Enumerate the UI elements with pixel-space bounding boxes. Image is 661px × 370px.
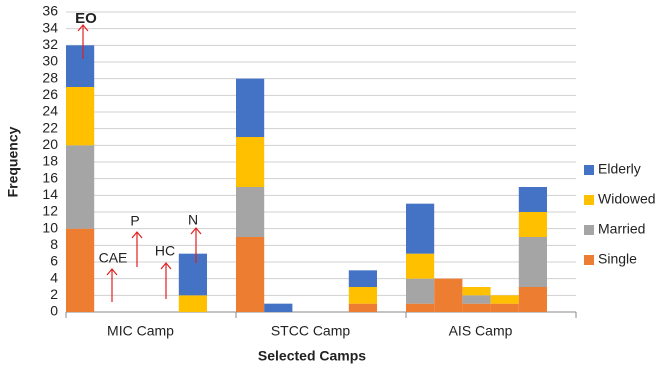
bar-segment — [434, 278, 463, 312]
legend-swatch — [584, 165, 594, 175]
x-tick-label: MIC Camp — [107, 323, 174, 339]
annotation-arrowhead — [106, 268, 118, 276]
x-axis-title: Selected Camps — [258, 348, 366, 364]
annotation: P — [130, 213, 139, 229]
bar-segment — [178, 253, 207, 296]
bar-segment — [406, 303, 435, 312]
bar-segment — [348, 287, 377, 304]
y-tick-label: 2 — [50, 286, 58, 302]
legend-label: Widowed — [598, 191, 656, 207]
legend-label: Single — [598, 251, 637, 267]
bar-segment — [518, 237, 547, 287]
bar-segment — [518, 212, 547, 237]
bar-segment — [462, 295, 491, 304]
bar-segment — [348, 303, 377, 312]
y-tick-label: 14 — [42, 186, 58, 202]
legend-swatch — [584, 195, 594, 205]
bar-segment — [518, 187, 547, 212]
y-tick-label: 4 — [50, 269, 58, 285]
bar-segment — [406, 203, 435, 254]
annotation-arrowhead — [190, 227, 202, 235]
bar-segment — [406, 253, 435, 279]
bar-segment — [66, 87, 95, 146]
y-tick-label: 22 — [42, 119, 58, 135]
y-tick-label: 12 — [42, 203, 58, 219]
legend-label: Elderly — [598, 161, 641, 177]
annotation-arrowhead — [160, 262, 172, 270]
annotation-arrowhead — [131, 231, 143, 239]
bar-segment — [236, 237, 265, 312]
x-tick-label: STCC Camp — [271, 323, 351, 339]
bar-segment — [462, 303, 491, 312]
y-axis-title: Frequency — [5, 126, 21, 197]
y-tick-label: 30 — [42, 53, 58, 69]
legend-label: Married — [598, 221, 645, 237]
bar-segment — [490, 295, 519, 304]
annotation: CAE — [99, 250, 128, 266]
bar-segment — [490, 303, 519, 312]
bar-segment — [66, 145, 95, 229]
y-tick-label: 16 — [42, 169, 58, 185]
annotation: HC — [155, 243, 175, 259]
y-tick-label: 26 — [42, 86, 58, 102]
y-tick-label: 24 — [42, 103, 58, 119]
y-tick-label: 28 — [42, 69, 58, 85]
y-tick-label: 0 — [50, 303, 58, 319]
y-tick-label: 8 — [50, 236, 58, 252]
bar-segment — [236, 137, 265, 187]
bar-segment — [406, 278, 435, 304]
legend-swatch — [584, 225, 594, 235]
bar-segment — [236, 78, 265, 137]
y-tick-label: 20 — [42, 136, 58, 152]
annotation: N — [188, 212, 198, 228]
bar-segment — [236, 187, 265, 237]
y-tick-label: 36 — [42, 3, 58, 19]
y-tick-label: 18 — [42, 153, 58, 169]
y-tick-label: 34 — [42, 19, 58, 35]
y-tick-label: 10 — [42, 219, 58, 235]
annotation: EO — [75, 10, 97, 27]
annotation-arrowhead — [77, 24, 89, 32]
y-tick-label: 6 — [50, 253, 58, 269]
bar-segment — [348, 270, 377, 287]
bar-segment — [66, 45, 95, 87]
bar-segment — [264, 303, 293, 312]
x-tick-label: AIS Camp — [449, 323, 513, 339]
bar-segment — [462, 287, 491, 296]
bar-segment — [178, 295, 207, 312]
bar-segment — [66, 228, 95, 312]
y-tick-label: 32 — [42, 36, 58, 52]
legend-swatch — [584, 255, 594, 265]
bar-segment — [518, 287, 547, 312]
